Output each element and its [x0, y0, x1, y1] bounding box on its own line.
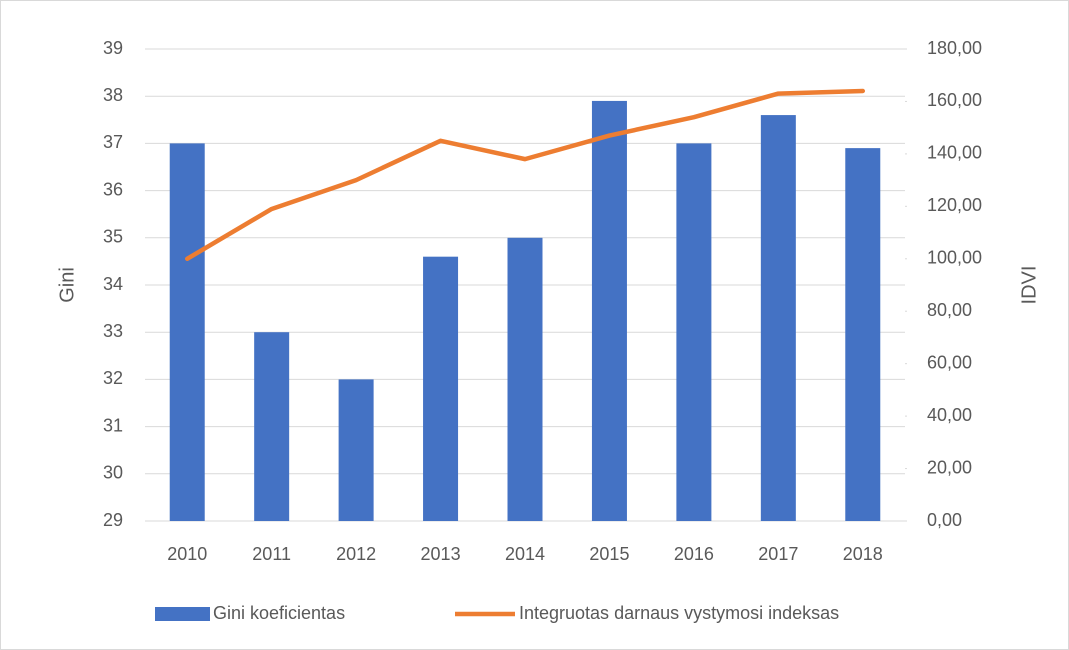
- bar: [169, 143, 205, 521]
- legend-label: Gini koeficientas: [213, 603, 345, 623]
- y2-tick-label: 140,00: [927, 143, 982, 163]
- y2-tick-label: 180,00: [927, 38, 982, 58]
- y2-tick-label: 120,00: [927, 195, 982, 215]
- x-tick-label: 2010: [167, 544, 207, 564]
- legend-swatch: [155, 607, 210, 621]
- y-tick-label: 30: [103, 463, 123, 483]
- x-tick-label: 2018: [843, 544, 883, 564]
- x-tick-label: 2015: [589, 544, 629, 564]
- y2-tick-label: 160,00: [927, 90, 982, 110]
- bar: [845, 148, 881, 521]
- x-tick-label: 2016: [674, 544, 714, 564]
- x-tick-label: 2017: [758, 544, 798, 564]
- x-tick-label: 2014: [505, 544, 545, 564]
- y-tick-label: 38: [103, 85, 123, 105]
- y2-tick-label: 40,00: [927, 405, 972, 425]
- bar: [760, 115, 796, 521]
- y-tick-label: 39: [103, 38, 123, 58]
- y2-tick-label: 80,00: [927, 300, 972, 320]
- bar: [423, 256, 459, 521]
- y-tick-label: 33: [103, 321, 123, 341]
- x-tick-label: 2013: [421, 544, 461, 564]
- y-tick-label: 35: [103, 227, 123, 247]
- bar: [338, 379, 374, 521]
- y2-tick-label: 0,00: [927, 510, 962, 530]
- y-tick-label: 34: [103, 274, 123, 294]
- legend-label: Integruotas darnaus vystymosi indeksas: [519, 603, 839, 623]
- y-tick-label: 37: [103, 132, 123, 152]
- x-tick-label: 2012: [336, 544, 376, 564]
- y2-axis-title: IDVI: [1018, 266, 1040, 305]
- line: [184, 88, 866, 262]
- y-axis-title: Gini: [56, 267, 78, 303]
- y-tick-label: 29: [103, 510, 123, 530]
- y2-tick-label: 20,00: [927, 457, 972, 477]
- bar: [254, 332, 290, 521]
- y-tick-label: 31: [103, 415, 123, 435]
- bar: [676, 143, 712, 521]
- x-tick-label: 2011: [252, 544, 291, 564]
- y2-tick-label: 60,00: [927, 352, 972, 372]
- bar: [591, 100, 627, 522]
- y2-tick-label: 100,00: [927, 248, 982, 268]
- bar: [507, 237, 543, 522]
- y-tick-label: 32: [103, 368, 123, 388]
- y-tick-label: 36: [103, 179, 123, 199]
